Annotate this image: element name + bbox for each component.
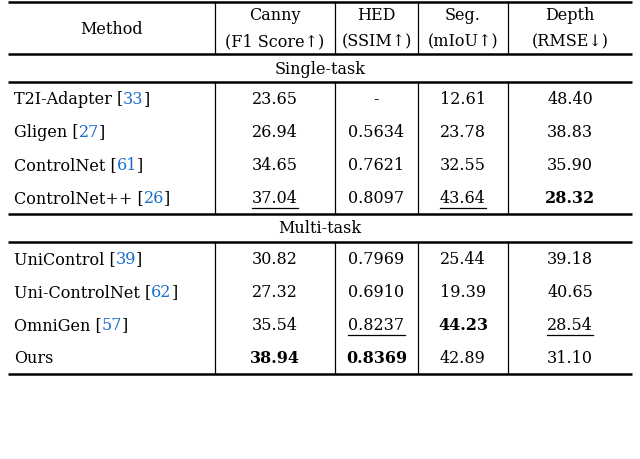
Text: ]: ] [172,283,178,300]
Text: T2I-Adapter [: T2I-Adapter [ [14,91,124,108]
Text: 0.7621: 0.7621 [348,157,404,174]
Text: 37.04: 37.04 [252,190,298,207]
Text: 19.39: 19.39 [440,283,486,300]
Text: 35.90: 35.90 [547,157,593,174]
Text: UniControl [: UniControl [ [14,251,116,268]
Text: 0.7969: 0.7969 [348,251,404,268]
Text: 23.65: 23.65 [252,91,298,108]
Text: Uni-ControlNet [: Uni-ControlNet [ [14,283,151,300]
Text: 12.61: 12.61 [440,91,486,108]
Text: ControlNet++ [: ControlNet++ [ [14,190,144,207]
Text: 23.78: 23.78 [440,124,486,141]
Text: 0.8097: 0.8097 [348,190,404,207]
Text: OmniGen [: OmniGen [ [14,316,102,333]
Text: 25.44: 25.44 [440,251,486,268]
Text: 27.32: 27.32 [252,283,298,300]
Text: 57: 57 [102,316,122,333]
Text: Depth: Depth [545,7,595,24]
Text: Gligen [: Gligen [ [14,124,79,141]
Text: HED: HED [357,7,396,24]
Text: 44.23: 44.23 [438,316,488,333]
Text: (RMSE↓): (RMSE↓) [531,34,609,50]
Text: 42.89: 42.89 [440,349,486,366]
Text: 40.65: 40.65 [547,283,593,300]
Text: -: - [374,91,380,108]
Text: 31.10: 31.10 [547,349,593,366]
Text: 0.8237: 0.8237 [348,316,404,333]
Text: ]: ] [137,157,143,174]
Text: ]: ] [164,190,170,207]
Text: ]: ] [136,251,143,268]
Text: Ours: Ours [14,349,53,366]
Text: 61: 61 [116,157,137,174]
Text: 39: 39 [116,251,136,268]
Text: 39.18: 39.18 [547,251,593,268]
Text: Single-task: Single-task [275,61,365,77]
Text: Canny: Canny [249,7,301,24]
Text: 0.8369: 0.8369 [346,349,407,366]
Text: Method: Method [80,21,143,38]
Text: (F1 Score↑): (F1 Score↑) [225,34,324,50]
Text: 27: 27 [79,124,99,141]
Text: 26.94: 26.94 [252,124,298,141]
Text: (SSIM↑): (SSIM↑) [341,34,412,50]
Text: 35.54: 35.54 [252,316,298,333]
Text: 0.6910: 0.6910 [348,283,404,300]
Text: ]: ] [99,124,105,141]
Text: 62: 62 [151,283,172,300]
Text: 32.55: 32.55 [440,157,486,174]
Text: 33: 33 [124,91,144,108]
Text: 26: 26 [144,190,164,207]
Text: 34.65: 34.65 [252,157,298,174]
Text: 38.83: 38.83 [547,124,593,141]
Text: (mIoU↑): (mIoU↑) [428,34,499,50]
Text: 48.40: 48.40 [547,91,593,108]
Text: Multi-task: Multi-task [278,220,362,237]
Text: ]: ] [122,316,129,333]
Text: Seg.: Seg. [445,7,481,24]
Text: 43.64: 43.64 [440,190,486,207]
Text: 30.82: 30.82 [252,251,298,268]
Text: ]: ] [144,91,150,108]
Text: 38.94: 38.94 [250,349,300,366]
Text: 0.5634: 0.5634 [348,124,404,141]
Text: ControlNet [: ControlNet [ [14,157,116,174]
Text: 28.54: 28.54 [547,316,593,333]
Text: 28.32: 28.32 [545,190,595,207]
